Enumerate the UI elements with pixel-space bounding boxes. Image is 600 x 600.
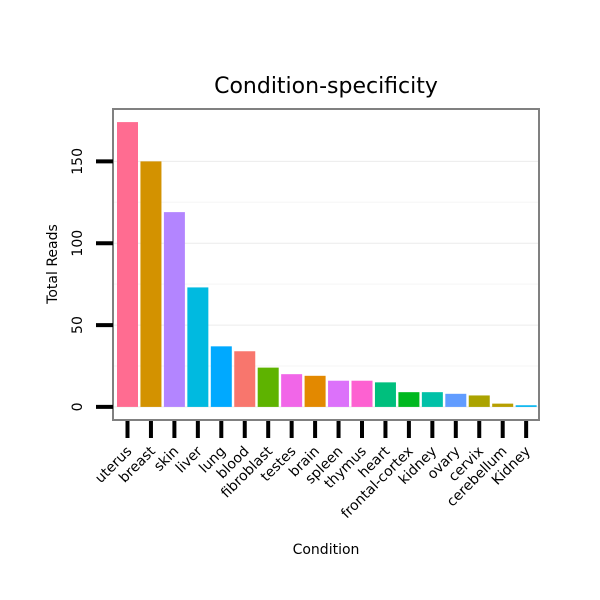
- bars: [117, 122, 537, 407]
- bar-spleen: [328, 380, 350, 407]
- y-tick-label: 150: [70, 148, 86, 175]
- x-axis-title: Condition: [293, 542, 360, 558]
- bar-ovary: [445, 393, 467, 407]
- bar-testes: [281, 374, 303, 407]
- y-tick-label: 0: [70, 402, 86, 411]
- bar-cervix: [468, 395, 490, 407]
- y-tick-label: 50: [70, 316, 86, 334]
- bar-Kidney: [515, 405, 537, 407]
- bar-cerebellum: [492, 403, 514, 407]
- bar-heart: [374, 382, 396, 407]
- bar-uterus: [117, 122, 138, 407]
- bar-fibroblast: [257, 367, 279, 407]
- bar-thymus: [351, 380, 373, 407]
- chart-title: Condition-specificity: [214, 74, 438, 99]
- bar-skin: [163, 212, 185, 407]
- bar-liver: [187, 287, 209, 407]
- y-axis-title: Total Reads: [45, 224, 61, 305]
- bar-kidney: [421, 392, 443, 407]
- bar-lung: [210, 346, 232, 407]
- y-tick-label: 100: [70, 230, 86, 257]
- bar-brain: [304, 375, 326, 407]
- bar-breast: [140, 161, 162, 407]
- bar-blood: [234, 351, 256, 407]
- bar-frontal-cortex: [398, 392, 420, 407]
- plot-frame: [112, 108, 540, 421]
- y-axis: 0 50 100 150: [70, 148, 113, 411]
